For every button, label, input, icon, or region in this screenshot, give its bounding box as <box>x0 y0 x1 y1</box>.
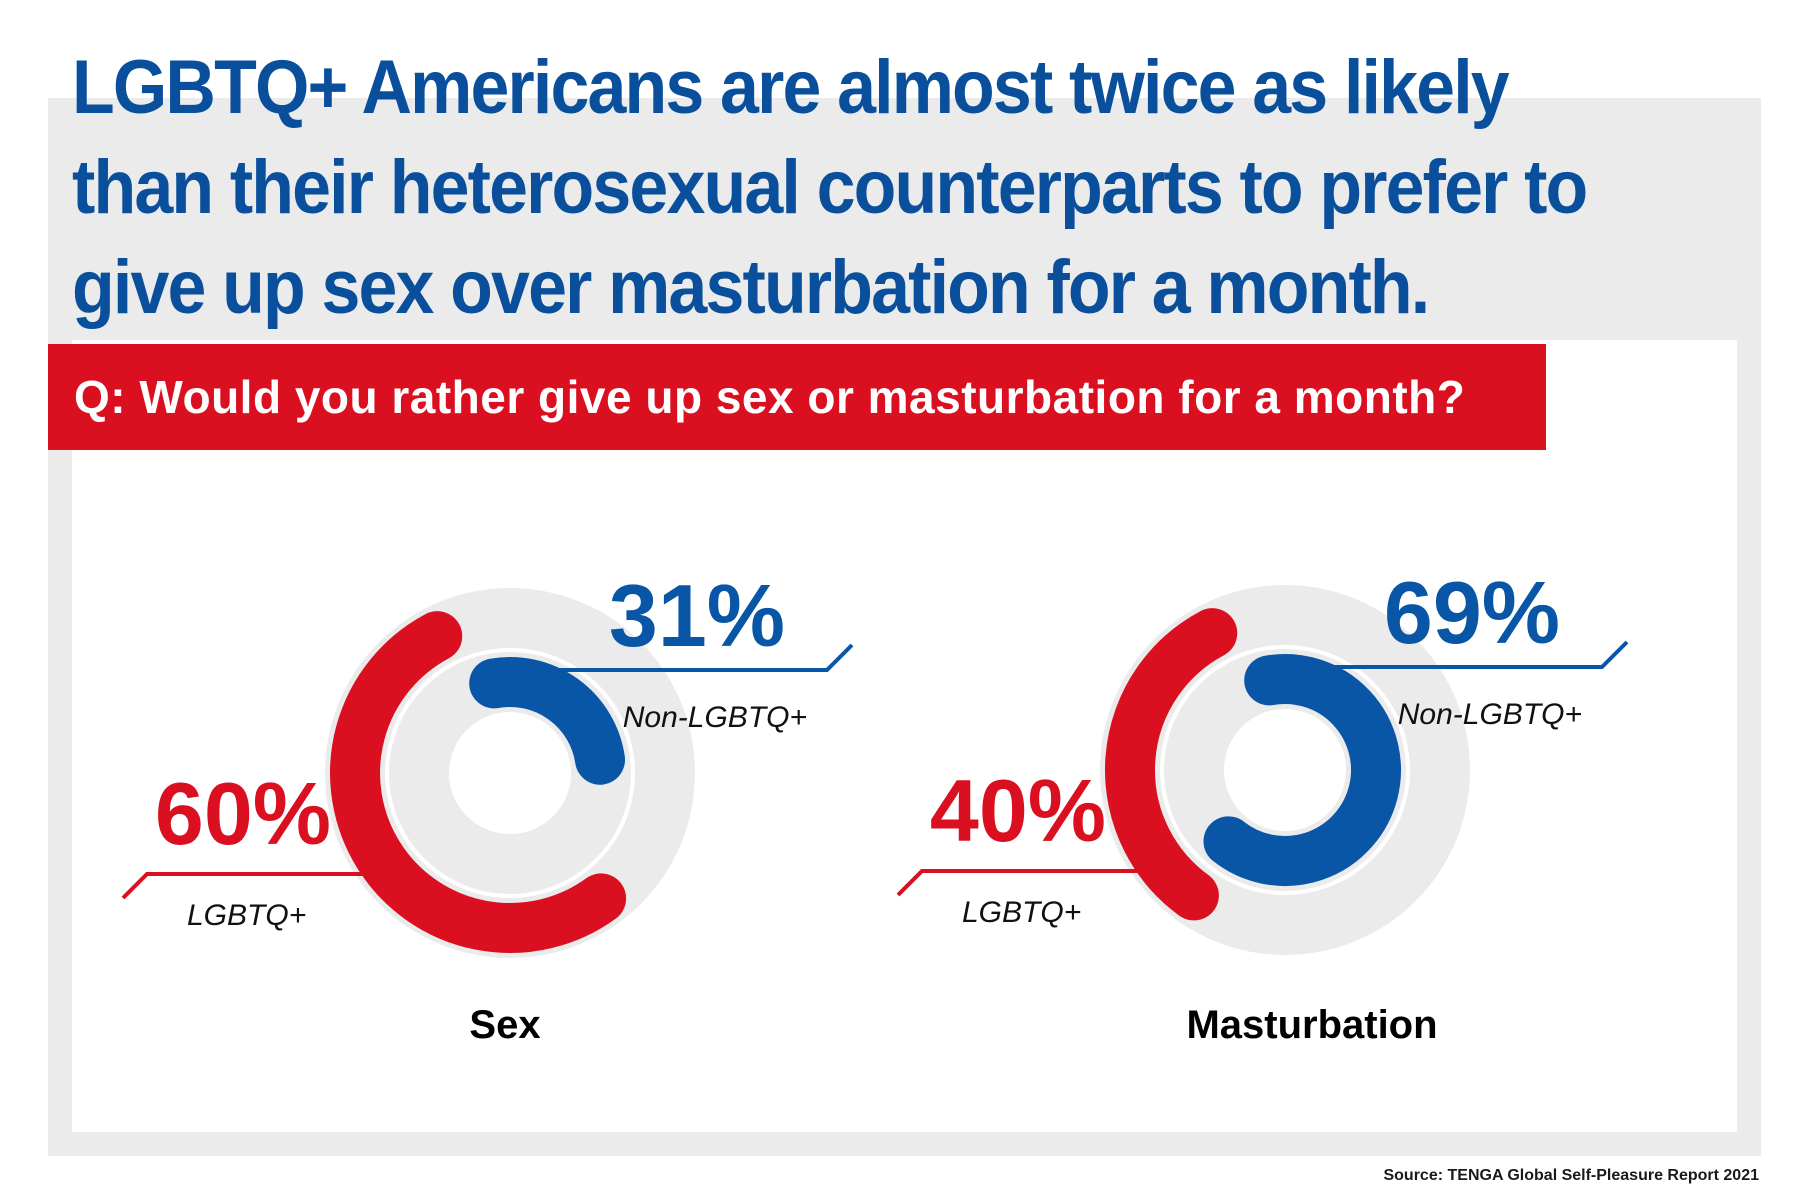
masturbation-lgbtq-arc <box>1105 608 1238 921</box>
question-banner: Q: Would you rather give up sex or mastu… <box>48 344 1546 450</box>
masturbation-lgbtq-label: LGBTQ+ <box>962 896 1081 929</box>
masturbation-category-title: Masturbation <box>1186 1003 1437 1047</box>
sex-non-lgbtq-arc <box>469 657 626 785</box>
masturbation-non-lgbtq-leader <box>1290 640 1629 669</box>
question-text: Q: Would you rather give up sex or mastu… <box>74 371 1466 423</box>
masturbation-non-lgbtq-arc <box>1203 654 1401 886</box>
masturbation-non-lgbtq-value: 69% <box>1384 563 1560 662</box>
sex-lgbtq-label: LGBTQ+ <box>187 899 306 932</box>
sex-lgbtq-value: 60% <box>155 764 331 863</box>
source-note: Source: TENGA Global Self-Pleasure Repor… <box>1383 1167 1759 1184</box>
masturbation-lgbtq-leader <box>896 869 1165 897</box>
sex-lgbtq-leader <box>121 872 390 900</box>
sex-category-title: Sex <box>469 1003 540 1047</box>
masturbation-lgbtq-value: 40% <box>930 761 1106 860</box>
sex-non-lgbtq-label: Non-LGBTQ+ <box>623 701 807 734</box>
sex-lgbtq-arc <box>330 611 627 953</box>
masturbation-non-lgbtq-label: Non-LGBTQ+ <box>1398 698 1582 731</box>
sex-non-lgbtq-value: 31% <box>609 566 785 665</box>
sex-non-lgbtq-leader <box>515 643 854 672</box>
headline: LGBTQ+ Americans are almost twice as lik… <box>72 45 1588 330</box>
